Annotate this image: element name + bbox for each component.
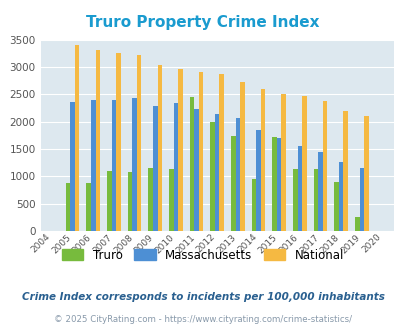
Bar xyxy=(153,106,157,231)
Text: © 2025 CityRating.com - https://www.cityrating.com/crime-statistics/: © 2025 CityRating.com - https://www.city… xyxy=(54,315,351,324)
Bar xyxy=(359,168,363,231)
Bar xyxy=(338,162,343,231)
Legend: Truro, Massachusetts, National: Truro, Massachusetts, National xyxy=(57,244,348,266)
Bar xyxy=(128,172,132,231)
Bar xyxy=(333,182,338,231)
Bar xyxy=(136,55,141,231)
Bar xyxy=(66,183,70,231)
Bar xyxy=(230,136,235,231)
Bar xyxy=(343,111,347,231)
Bar xyxy=(272,137,276,231)
Bar xyxy=(251,179,256,231)
Bar xyxy=(178,69,182,231)
Bar xyxy=(148,168,153,231)
Bar xyxy=(318,152,322,231)
Bar xyxy=(313,169,318,231)
Bar xyxy=(256,130,260,231)
Bar xyxy=(235,118,239,231)
Bar xyxy=(194,109,198,231)
Bar xyxy=(70,102,75,231)
Text: Crime Index corresponds to incidents per 100,000 inhabitants: Crime Index corresponds to incidents per… xyxy=(21,292,384,302)
Bar xyxy=(107,171,111,231)
Bar xyxy=(111,100,116,231)
Bar xyxy=(363,116,368,231)
Bar xyxy=(297,146,301,231)
Bar xyxy=(95,50,100,231)
Bar xyxy=(91,100,95,231)
Bar xyxy=(116,53,120,231)
Bar xyxy=(173,103,178,231)
Bar xyxy=(301,96,306,231)
Bar xyxy=(239,82,244,231)
Bar xyxy=(132,98,136,231)
Bar xyxy=(219,74,224,231)
Text: Truro Property Crime Index: Truro Property Crime Index xyxy=(86,15,319,30)
Bar xyxy=(86,183,91,231)
Bar xyxy=(292,169,297,231)
Bar xyxy=(281,94,285,231)
Bar xyxy=(214,114,219,231)
Bar xyxy=(322,101,326,231)
Bar xyxy=(157,65,162,231)
Bar xyxy=(198,72,203,231)
Bar xyxy=(260,89,265,231)
Bar xyxy=(189,97,194,231)
Bar xyxy=(75,45,79,231)
Bar xyxy=(354,217,359,231)
Bar xyxy=(276,138,281,231)
Bar xyxy=(168,169,173,231)
Bar xyxy=(210,122,214,231)
